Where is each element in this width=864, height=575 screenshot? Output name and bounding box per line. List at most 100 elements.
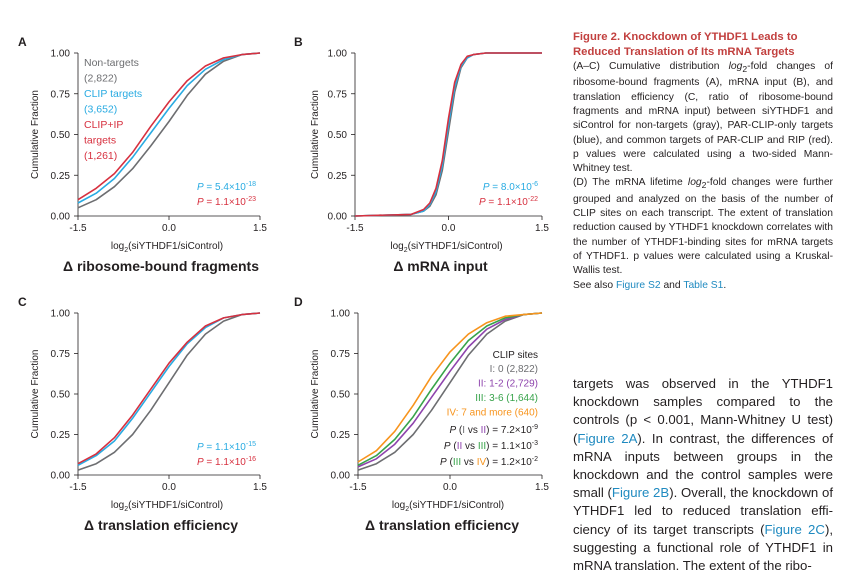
link-figure-2a[interactable]: Figure 2A [577,431,637,446]
p-symbol: P [197,182,204,193]
legend-entry: IV: 7 and more (640) [447,408,538,419]
x-tick-label: 0.0 [162,223,176,234]
y-tick-label: 0.50 [51,130,71,141]
panel-title: Δ mRNA input [393,258,488,274]
p-exponent: -16 [246,456,256,463]
caption-log-sub: 2 [701,180,707,191]
series-line-3 [77,312,261,465]
p-value-1: P = 5.4×10-18 [197,181,256,193]
panel-a: A 0.00 0.25 0.50 0.75 1.00 -1.5 0.0 1.5 Cumulativ… [18,35,267,274]
caption-paragraph-d: (D) The mRNA lifetime log2-fold changes … [573,176,833,278]
p-symbol: P [449,425,456,436]
panel-d: D 0.00 0.25 0.50 0.75 1.00 -1.5 0.0 1.5 Cumulativ… [294,295,549,533]
link-text: C [815,521,825,537]
link-figure-2b[interactable]: Figure 2B [612,485,669,500]
x-tick-label: -1.5 [346,223,364,234]
legend-entry: CLIP+IP [84,119,123,131]
x-tick-label: 1.5 [535,223,549,234]
y-tick-label: 0.00 [328,212,348,223]
y-axis-label: Cumulative Fraction [30,350,41,439]
x-label-log: log [392,500,405,511]
y-tick-label: 0.25 [51,171,71,182]
p-test-text: ) = 1.2×10 [486,457,532,468]
p-value-1: P = 1.1×10-15 [197,441,256,453]
p-test-text: vs [462,441,478,452]
body-text: targets was observed in the YTHDF1 knock… [573,376,833,446]
figure-2-panels: A 0.00 0.25 0.50 0.75 1.00 -1.5 0.0 1.5 Cumulativ… [18,35,549,533]
legend-entry: Non-targets [84,57,139,69]
link-text: Figure 2 [611,485,661,501]
x-tick-label: 0.0 [442,223,456,234]
caption-text: (A–C) Cumulative distribution [573,61,729,72]
x-label-rest: (siYTHDF1/siControl) [408,241,503,252]
p-exponent: -18 [246,181,256,188]
x-axis-label: log2(siYTHDF1/siControl) [390,241,502,254]
p-test-text: ( [451,441,458,452]
body-text: ). Overall, the knockdown of YTHDF1 led … [573,485,833,537]
legend-entry: (1,261) [84,150,117,162]
and-text: and [660,279,684,291]
series-line-4 [357,312,543,463]
p-test-text: ) = 7.2×10 [486,425,532,436]
y-tick-label: 0.25 [51,430,71,441]
y-tick-label: 0.25 [331,430,351,441]
caption-paragraph-abc: (A–C) Cumulative distribution log2-fold … [573,60,833,176]
x-tick-label: 1.5 [253,482,267,493]
p-exponent: -3 [532,440,538,447]
p-exponent: -22 [528,196,538,203]
p-group-a: III [453,457,461,468]
y-tick-label: 1.00 [328,49,348,60]
p-exponent: -6 [532,181,538,188]
p-group-b: IV [477,457,487,468]
panel-letter: D [294,295,303,309]
p-exponent: -23 [246,196,256,203]
link-figure-s2[interactable]: Figure S2 [615,279,661,291]
p-symbol: P [479,197,486,208]
y-tick-label: 0.00 [51,212,71,223]
p-value-2: P = 1.1×10-22 [479,196,538,208]
x-tick-label: 0.0 [443,482,457,493]
caption-log: log [728,61,743,72]
y-axis-label: Cumulative Fraction [30,90,41,179]
x-axis-label: log2(siYTHDF1/siControl) [111,241,223,254]
x-tick-label: -1.5 [349,482,367,493]
series-line-1 [77,52,261,209]
legend-entry: (3,652) [84,104,117,116]
series-line-3 [354,52,542,217]
x-tick-label: 1.5 [253,223,267,234]
series-line-1 [357,312,543,471]
x-tick-label: -1.5 [69,482,87,493]
y-tick-label: 0.50 [331,390,351,401]
link-table-s1[interactable]: Table S1 [683,279,724,291]
p-exponent: -9 [532,424,538,431]
legend-title: CLIP sites [493,350,538,361]
panel-c: C 0.00 0.25 0.50 0.75 1.00 -1.5 0.0 1.5 Cumulativ… [18,295,267,533]
y-tick-label: 0.75 [51,89,71,100]
link-text: A [628,430,638,446]
x-label-rest: (siYTHDF1/siControl) [128,500,223,511]
period-text: . [723,279,727,291]
series-line-3 [357,312,543,467]
link-figure-2c[interactable]: Figure 2C [764,522,824,537]
p-value-1: P = 8.0×10-6 [483,181,538,193]
legend-entry: CLIP targets [84,88,142,100]
legend-entry: II: 1-2 (2,729) [478,379,538,390]
p-exponent: -15 [246,441,256,448]
y-tick-label: 0.50 [328,130,348,141]
figure-caption: Figure 2. Knockdown of YTHDF1 Leads to R… [573,30,833,293]
caption-title: Figure 2. Knockdown of YTHDF1 Leads to R… [573,31,798,58]
x-label-rest: (siYTHDF1/siControl) [128,241,223,252]
p-symbol: P [197,457,204,468]
y-tick-label: 1.00 [51,49,71,60]
legend-entry: I: 0 (2,822) [490,364,538,375]
x-tick-label: -1.5 [69,223,87,234]
p-test-3: P (III vs IV) = 1.2×10-2 [440,456,538,468]
link-text: B [660,485,670,501]
y-axis-label: Cumulative Fraction [310,90,321,179]
y-tick-label: 0.75 [328,89,348,100]
p-symbol: P [197,197,204,208]
p-test-text: vs [461,457,477,468]
y-tick-label: 0.75 [331,349,351,360]
x-label-sub: 2 [405,506,409,513]
p-group-a: II [457,441,463,452]
